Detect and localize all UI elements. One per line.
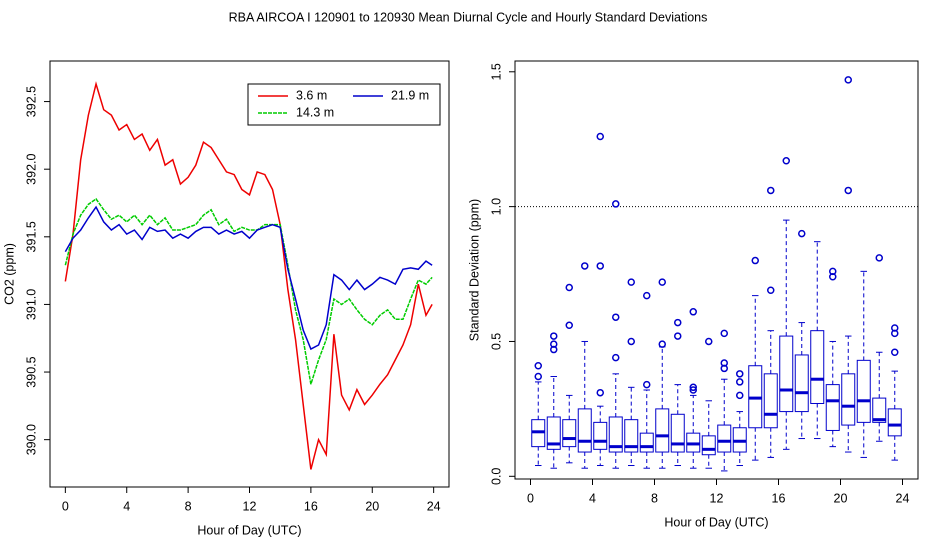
outlier [550, 340, 558, 348]
x-tick-label: 16 [772, 491, 786, 505]
outlier [658, 340, 666, 348]
x-tick-label: 8 [651, 491, 658, 505]
x-tick-label: 4 [589, 491, 596, 505]
outlier [720, 329, 728, 338]
outlier [891, 324, 899, 332]
box [562, 419, 577, 448]
box [593, 421, 608, 450]
outlier [534, 372, 542, 381]
outlier [643, 380, 651, 389]
x-axis-label: Hour of Day (UTC) [197, 523, 301, 537]
data-line [64, 81, 433, 470]
x-tick-label: 0 [62, 499, 69, 513]
outlier [751, 256, 759, 265]
outlier [550, 332, 558, 340]
x-axis-label: Hour of Day (UTC) [664, 515, 768, 529]
outlier [565, 321, 573, 330]
outlier [689, 386, 697, 394]
box [577, 408, 592, 453]
outlier [891, 348, 899, 357]
x-tick-label: 4 [123, 499, 130, 513]
box [546, 416, 561, 450]
outlier [658, 278, 666, 286]
x-tick-label: 8 [185, 499, 192, 513]
outlier [844, 76, 852, 84]
y-tick-label: 390.5 [24, 356, 38, 387]
box [887, 408, 902, 437]
outlier [689, 308, 697, 316]
y-axis-label: Standard Deviation (ppm) [467, 199, 481, 341]
outlier [627, 337, 635, 346]
y-tick-label: 1.0 [489, 198, 503, 215]
outlier [782, 157, 790, 165]
x-tick-label: 20 [365, 499, 379, 513]
outlier [720, 359, 728, 367]
outlier [565, 283, 573, 292]
outlier [612, 313, 620, 321]
x-tick-label: 24 [896, 491, 910, 505]
x-tick-label: 16 [304, 499, 318, 513]
legend-label: 14.3 m [296, 105, 334, 119]
box [810, 330, 825, 404]
outlier [643, 291, 651, 300]
y-tick-label: 0.0 [489, 468, 503, 485]
outlier [705, 337, 713, 346]
x-tick-label: 12 [710, 491, 724, 505]
outlier [612, 200, 620, 208]
data-line [64, 205, 433, 351]
y-tick-label: 392.0 [24, 154, 38, 185]
box [639, 432, 654, 453]
box [794, 354, 809, 413]
outlier [674, 318, 682, 327]
outlier [627, 278, 635, 286]
outlier [689, 383, 697, 392]
y-tick-label: 391.5 [24, 221, 38, 252]
x-tick-label: 0 [527, 491, 534, 505]
outlier [596, 262, 604, 270]
box [624, 419, 639, 453]
outlier [829, 267, 837, 276]
x-tick-label: 24 [427, 499, 441, 513]
figure-title: RBA AIRCOA I 120901 to 120930 Mean Diurn… [229, 10, 708, 24]
data-line [64, 197, 433, 385]
box [608, 416, 623, 453]
legend-box [247, 83, 441, 126]
legend-label: 3.6 m [296, 88, 327, 102]
x-tick-label: 20 [834, 491, 848, 505]
y-tick-label: 390.0 [24, 424, 38, 455]
box [825, 384, 840, 431]
outlier [767, 186, 775, 195]
outlier [596, 388, 604, 397]
outlier [736, 391, 744, 400]
legend-label: 21.9 m [391, 88, 429, 102]
box [655, 408, 670, 453]
outlier [534, 361, 542, 370]
outlier [612, 353, 620, 362]
x-tick-label: 12 [243, 499, 257, 513]
box [670, 413, 685, 453]
outlier [596, 132, 604, 141]
y-axis-label: CO2 (ppm) [2, 243, 16, 305]
box [856, 359, 871, 423]
outlier [875, 254, 883, 262]
outlier [674, 332, 682, 340]
y-tick-label: 392.5 [24, 86, 38, 117]
outlier [581, 262, 589, 270]
box [717, 424, 732, 453]
outlier [736, 378, 744, 386]
y-tick-label: 1.5 [489, 63, 503, 80]
y-tick-label: 391.0 [24, 289, 38, 320]
y-tick-label: 0.5 [489, 333, 503, 350]
outlier [798, 229, 806, 238]
box [779, 335, 794, 413]
outlier [767, 286, 775, 294]
outlier [736, 370, 744, 378]
box [872, 397, 887, 423]
box [763, 373, 778, 429]
box [701, 435, 716, 456]
outlier [844, 186, 852, 195]
box [841, 373, 856, 426]
